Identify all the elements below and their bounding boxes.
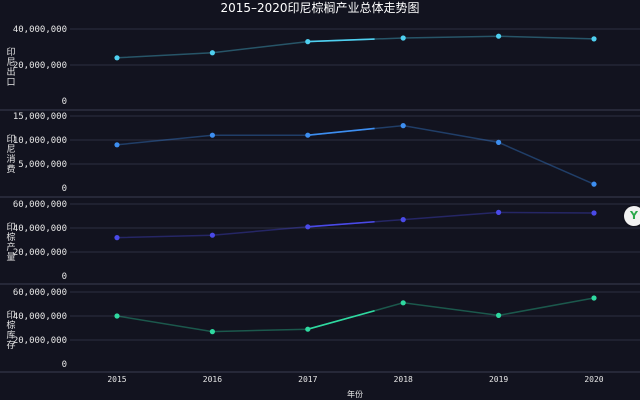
data-point <box>114 55 120 61</box>
data-point <box>209 329 215 335</box>
data-point <box>400 217 406 223</box>
x-tick-label: 2017 <box>298 375 317 384</box>
y-tick-label: 40,000,000 <box>13 224 67 234</box>
y-tick-label: 20,000,000 <box>13 336 67 346</box>
data-point <box>209 232 215 238</box>
series-highlight <box>307 220 375 228</box>
y-axis-label: 印棕产量 <box>6 221 15 263</box>
y-tick-label: 0 <box>62 184 67 194</box>
y-tick-label: 15,000,000 <box>13 112 67 122</box>
series-highlight <box>307 127 375 136</box>
y-tick-label: 0 <box>62 97 67 107</box>
y-tick-label: 20,000,000 <box>13 61 67 71</box>
y-axis-label: 印尼出口 <box>6 46 15 88</box>
data-point <box>305 326 311 332</box>
data-point <box>591 295 597 301</box>
y-tick-label: 60,000,000 <box>13 288 67 298</box>
data-point <box>591 210 597 216</box>
y-tick-label: 40,000,000 <box>13 25 67 35</box>
y-tick-label: 40,000,000 <box>13 312 67 322</box>
y-tick-label: 0 <box>62 360 67 370</box>
data-point <box>114 235 120 241</box>
x-tick-label: 2018 <box>394 375 413 384</box>
y-tick-label: 10,000,000 <box>13 136 67 146</box>
x-axis-label: 年份 <box>347 389 363 399</box>
series-line <box>116 124 595 185</box>
y-logo-icon[interactable]: Y <box>624 206 640 226</box>
series-highlight <box>307 309 375 330</box>
x-tick-label: 2015 <box>107 375 126 384</box>
data-point <box>305 132 311 138</box>
x-tick-label: 2019 <box>489 375 508 384</box>
data-point <box>496 33 502 39</box>
data-point <box>209 50 215 56</box>
chart-title: 2015–2020印尼棕榈产业总体走势图 <box>220 1 420 15</box>
data-point <box>591 36 597 42</box>
data-point <box>114 313 120 319</box>
data-point <box>496 209 502 215</box>
y-tick-label: 5,000,000 <box>18 160 67 170</box>
data-point <box>400 123 406 129</box>
x-tick-label: 2020 <box>584 375 603 384</box>
data-point <box>209 132 215 138</box>
data-point <box>496 139 502 145</box>
data-point <box>114 142 120 148</box>
y-tick-label: 0 <box>62 272 67 282</box>
series-highlight <box>307 38 375 43</box>
y-tick-label: 60,000,000 <box>13 200 67 210</box>
data-point <box>305 224 311 230</box>
data-point <box>400 35 406 41</box>
x-tick-label: 2016 <box>203 375 222 384</box>
data-point <box>591 181 597 187</box>
data-point <box>305 39 311 45</box>
y-axis-label: 印尼消费 <box>6 133 15 175</box>
data-point <box>400 300 406 306</box>
series-line <box>116 297 595 333</box>
y-tick-label: 20,000,000 <box>13 248 67 258</box>
data-point <box>496 312 502 318</box>
y-axis-label: 印棕库存 <box>6 309 15 351</box>
series-line <box>116 211 595 239</box>
